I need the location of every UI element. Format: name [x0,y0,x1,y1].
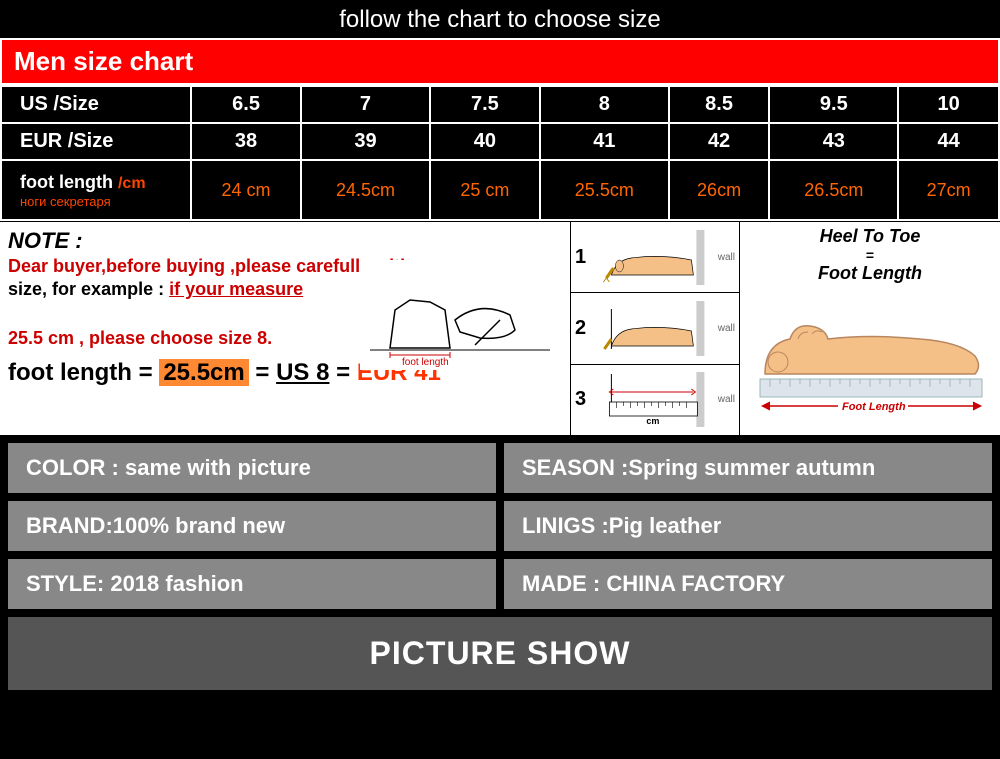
note-block: NOTE : Dear buyer,before buying ,please … [0,221,1000,435]
foot-label-cm: /cm [118,175,146,192]
us-cell: 8 [540,86,669,123]
eur-cell: 43 [769,123,898,160]
eur-cell: 38 [191,123,301,160]
step-2: 2 wall [571,293,739,364]
measure-steps: 1 wall 2 wall 3 [570,222,740,435]
info-linings: LINIGS :Pig leather [504,501,992,551]
us-cell: 8.5 [669,86,770,123]
foot-cell: 25 cm [430,160,540,220]
equals-label: = [748,247,992,263]
size-chart-title: Men size chart [0,38,1000,85]
picture-show-banner: PICTURE SHOW [8,617,992,690]
info-brand: BRAND:100% brand new [8,501,496,551]
eur-cell: 44 [898,123,999,160]
foot-cell: 24 cm [191,160,301,220]
foot-side-icon: Foot Length [748,284,992,414]
us-label: US /Size [1,86,191,123]
foot-length-label: Foot Length [748,263,992,284]
foot-label-main: foot length [20,172,118,192]
svg-text:cm: cm [646,416,659,426]
step-1: 1 wall [571,222,739,293]
foot-cell: 26cm [669,160,770,220]
eq-label: foot length [8,359,132,386]
hand-measure-diagram: foot length [360,260,560,370]
foot-label: foot length /cm ноги секретаря [1,160,191,220]
step-3: 3 cm wall [571,365,739,435]
us-cell: 7 [301,86,430,123]
note-line2b: for example : [52,279,164,299]
note-line2a: size, [8,279,47,299]
foot-cell: 24.5cm [301,160,430,220]
us-cell: 9.5 [769,86,898,123]
eq-us: US 8 [276,359,329,386]
foot-cell: 27cm [898,160,999,220]
info-style: STYLE: 2018 fashion [8,559,496,609]
ruler-step3-icon: cm [595,372,718,427]
eur-cell: 39 [301,123,430,160]
eur-cell: 40 [430,123,540,160]
foot-label-sub: ноги секретаря [20,194,186,209]
us-cell: 7.5 [430,86,540,123]
info-made: MADE : CHINA FACTORY [504,559,992,609]
info-color: COLOR : same with picture [8,443,496,493]
foot-step2-icon [595,301,718,356]
hand-diagram-label: foot length [402,357,449,368]
note-line2c: if your measure [169,279,303,299]
us-cell: 10 [898,86,999,123]
info-grid: COLOR : same with picture SEASON :Spring… [0,435,1000,617]
svg-text:Foot Length: Foot Length [842,401,906,413]
info-season: SEASON :Spring summer autumn [504,443,992,493]
eur-row: EUR /Size 38 39 40 41 42 43 44 [1,123,999,160]
size-table: US /Size 6.5 7 7.5 8 8.5 9.5 10 EUR /Siz… [0,85,1000,221]
wall-label: wall [718,252,735,263]
eur-label: EUR /Size [1,123,191,160]
wall-label: wall [718,394,735,405]
us-cell: 6.5 [191,86,301,123]
foot-step1-icon [595,230,718,285]
eq-cm: 25.5cm [159,359,248,386]
eur-cell: 42 [669,123,770,160]
header-title: follow the chart to choose size [0,0,1000,38]
foot-cell: 26.5cm [769,160,898,220]
eur-cell: 41 [540,123,669,160]
note-title: NOTE : [8,228,562,254]
us-row: US /Size 6.5 7 7.5 8 8.5 9.5 10 [1,86,999,123]
wall-label: wall [718,323,735,334]
heel-to-toe-label: Heel To Toe [748,226,992,247]
note-text: NOTE : Dear buyer,before buying ,please … [0,222,570,435]
foot-row: foot length /cm ноги секретаря 24 cm 24.… [1,160,999,220]
heel-to-toe-diagram: Heel To Toe = Foot Length [740,222,1000,435]
foot-cell: 25.5cm [540,160,669,220]
